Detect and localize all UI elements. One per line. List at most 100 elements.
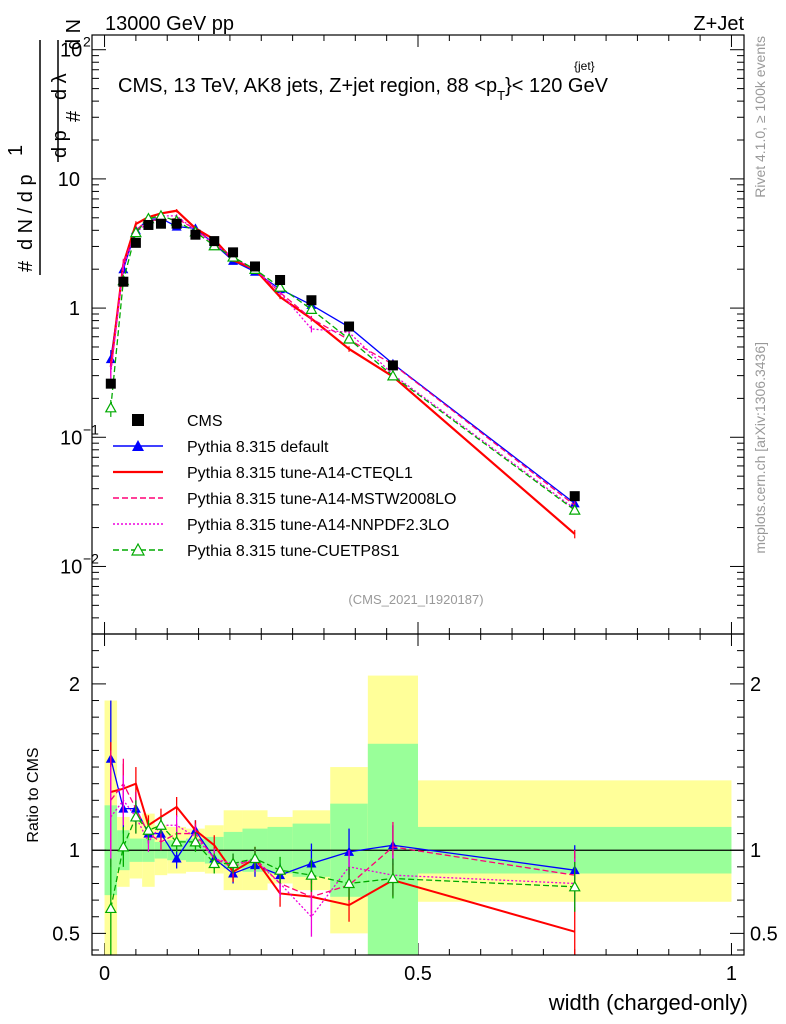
y-tick-label-exponent: 2 <box>83 34 91 50</box>
ratio-line <box>110 782 575 898</box>
ratio-marker <box>248 852 262 864</box>
data-point <box>143 219 154 230</box>
main-line <box>109 209 576 535</box>
main-marker <box>343 332 356 344</box>
legend-item-2: Pythia 8.315 tune-A14-CTEQL1 <box>113 465 413 482</box>
chart-title-main: CMS, 13 TeV, AK8 jets, Z+jet region, 88 … <box>118 75 497 97</box>
y-tick-label-exponent: −1 <box>83 421 99 437</box>
ratio-marker <box>142 824 155 835</box>
ratio-marker <box>343 877 356 889</box>
ratio-marker <box>189 835 202 847</box>
ratio-tick-label-left: 0.5 <box>52 923 80 945</box>
ratio-marker <box>208 857 221 869</box>
legend-marker-cms <box>132 414 144 426</box>
legend: CMS Pythia 8.315 default Pythia 8.315 tune… <box>113 413 456 560</box>
main-line <box>110 217 576 504</box>
legend-label: CMS <box>187 413 223 430</box>
main-line <box>110 217 576 506</box>
y-tick-label-exponent: −2 <box>83 550 99 566</box>
legend-marker <box>130 542 146 556</box>
main-marker <box>568 503 581 515</box>
ratio-series-4 <box>104 800 581 955</box>
ratio-y-label: Ratio to CMS <box>25 747 42 842</box>
ratio-tick-label-left: 1 <box>69 840 80 862</box>
ratio-marker <box>305 868 318 880</box>
y-axis-label-b: d N / d p <box>15 174 37 250</box>
main-marker <box>129 226 142 238</box>
ratio-marker <box>171 853 182 863</box>
legend-label: Pythia 8.315 tune-A14-NNPDF2.3LO <box>187 517 449 534</box>
y-axis-label: # d N / d p 1 d p d N # d λ <box>5 19 85 275</box>
header-right: Z+Jet <box>693 13 744 35</box>
analysis-id: (CMS_2021_I1920187) <box>348 592 483 607</box>
chart-title-sub: T <box>497 88 505 103</box>
x-tick-label: 1 <box>726 963 737 985</box>
y-tick-label: 10 <box>60 556 82 578</box>
legend-item-1: Pythia 8.315 default <box>113 439 329 456</box>
legend-item-5: Pythia 8.315 tune-CUETP8S1 <box>113 542 400 560</box>
data-point <box>118 276 129 287</box>
ratio-marker <box>227 857 240 869</box>
data-point <box>190 229 201 240</box>
data-point <box>306 295 317 306</box>
data-point <box>171 218 182 229</box>
x-axis-label: width (charged-only) <box>548 990 748 1015</box>
y-axis-label-a: # <box>15 260 37 272</box>
ratio-marker <box>154 819 167 830</box>
chart-title: CMS, 13 TeV, AK8 jets, Z+jet region, 88 … <box>118 75 609 103</box>
ratio-marker <box>170 835 183 847</box>
legend-label: Pythia 8.315 tune-A14-MSTW2008LO <box>187 491 456 508</box>
main-marker <box>104 401 117 413</box>
data-point <box>228 247 239 258</box>
y-axis-label-c: 1 <box>5 145 27 156</box>
y-tick-label: 10 <box>60 40 82 62</box>
y-tick-label: 1 <box>69 298 80 320</box>
ratio-frame <box>91 633 745 956</box>
x-tick-label: 0.5 <box>404 963 432 985</box>
legend-label: Pythia 8.315 tune-CUETP8S1 <box>187 543 400 560</box>
main-series-1 <box>109 209 576 539</box>
side-label-bottom: mcplots.cern.ch [arXiv:1306.3436] <box>752 342 768 554</box>
legend-item-4: Pythia 8.315 tune-A14-NNPDF2.3LO <box>113 517 449 534</box>
ratio-marker <box>117 840 130 852</box>
data-point <box>130 237 141 248</box>
ratio-tick-label-right: 1 <box>750 840 761 862</box>
y-tick-label: 10 <box>58 169 80 191</box>
ratio-tick-label-right: 0.5 <box>750 923 778 945</box>
legend-label: Pythia 8.315 tune-A14-CTEQL1 <box>187 465 413 482</box>
ratio-marker <box>129 810 142 822</box>
y-axis-label-d: d p <box>49 130 71 158</box>
y-tick-label: 10 <box>60 427 82 449</box>
data-point <box>155 218 166 229</box>
main-marker <box>386 369 399 381</box>
ratio-marker <box>104 902 117 914</box>
y-axis-label-f: # <box>63 110 85 122</box>
main-series-0 <box>105 213 580 508</box>
chart-title-tail: }< 120 GeV <box>505 75 609 97</box>
legend-label: Pythia 8.315 default <box>187 439 329 456</box>
side-label-top: Rivet 4.1.0, ≥ 100k events <box>752 36 768 198</box>
ratio-marker <box>386 872 399 884</box>
data-point <box>387 360 398 371</box>
data-point <box>250 261 260 272</box>
ratio-tick-label-right: 2 <box>750 674 761 696</box>
legend-item-0: CMS <box>132 413 223 430</box>
y-axis-label-e: d N <box>63 19 85 50</box>
legend-marker <box>132 440 144 451</box>
data-point <box>569 491 580 502</box>
data-point <box>209 236 220 247</box>
ratio-marker <box>274 863 287 875</box>
main-marker <box>274 280 287 292</box>
x-tick-label: 0 <box>99 963 110 985</box>
header-left: 13000 GeV pp <box>105 13 234 35</box>
y-axis-label-g: d λ <box>49 73 71 100</box>
chart-title-sup: {jet} <box>574 59 595 73</box>
ratio-plot: 0.5 0.5 1 1 2 2 <box>52 633 778 956</box>
data-point <box>275 274 286 285</box>
data-point <box>105 378 116 389</box>
data-point <box>344 321 355 332</box>
ratio-marker <box>568 880 581 892</box>
ratio-tick-label-left: 2 <box>69 674 80 696</box>
